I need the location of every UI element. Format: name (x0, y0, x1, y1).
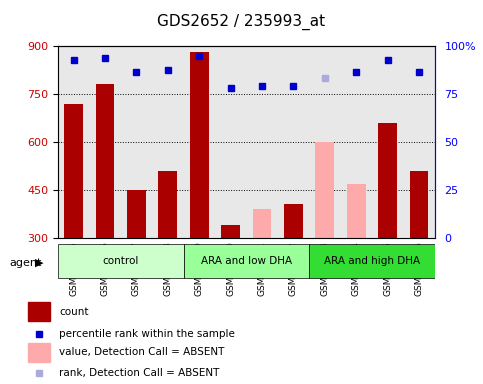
FancyBboxPatch shape (58, 244, 184, 278)
Bar (284, 204, 303, 238)
Bar (127, 190, 146, 238)
Bar (64, 104, 83, 238)
Bar (158, 171, 177, 238)
Bar (378, 123, 397, 238)
Bar (253, 209, 271, 238)
Text: value, Detection Call = ABSENT: value, Detection Call = ABSENT (59, 347, 224, 357)
Bar (347, 184, 366, 238)
FancyBboxPatch shape (309, 244, 435, 278)
Text: ARA and low DHA: ARA and low DHA (201, 256, 292, 266)
Bar (410, 171, 428, 238)
Text: control: control (102, 256, 139, 266)
Text: ▶: ▶ (35, 258, 44, 268)
Bar (28, 343, 50, 362)
Bar (28, 303, 50, 321)
Bar (221, 225, 240, 238)
Text: GDS2652 / 235993_at: GDS2652 / 235993_at (157, 13, 326, 30)
Bar (96, 84, 114, 238)
Text: percentile rank within the sample: percentile rank within the sample (59, 329, 235, 339)
Text: rank, Detection Call = ABSENT: rank, Detection Call = ABSENT (59, 367, 219, 377)
Text: agent: agent (10, 258, 42, 268)
Text: count: count (59, 307, 88, 317)
Bar (190, 53, 209, 238)
Bar (315, 142, 334, 238)
Text: ARA and high DHA: ARA and high DHA (324, 256, 420, 266)
FancyBboxPatch shape (184, 244, 309, 278)
